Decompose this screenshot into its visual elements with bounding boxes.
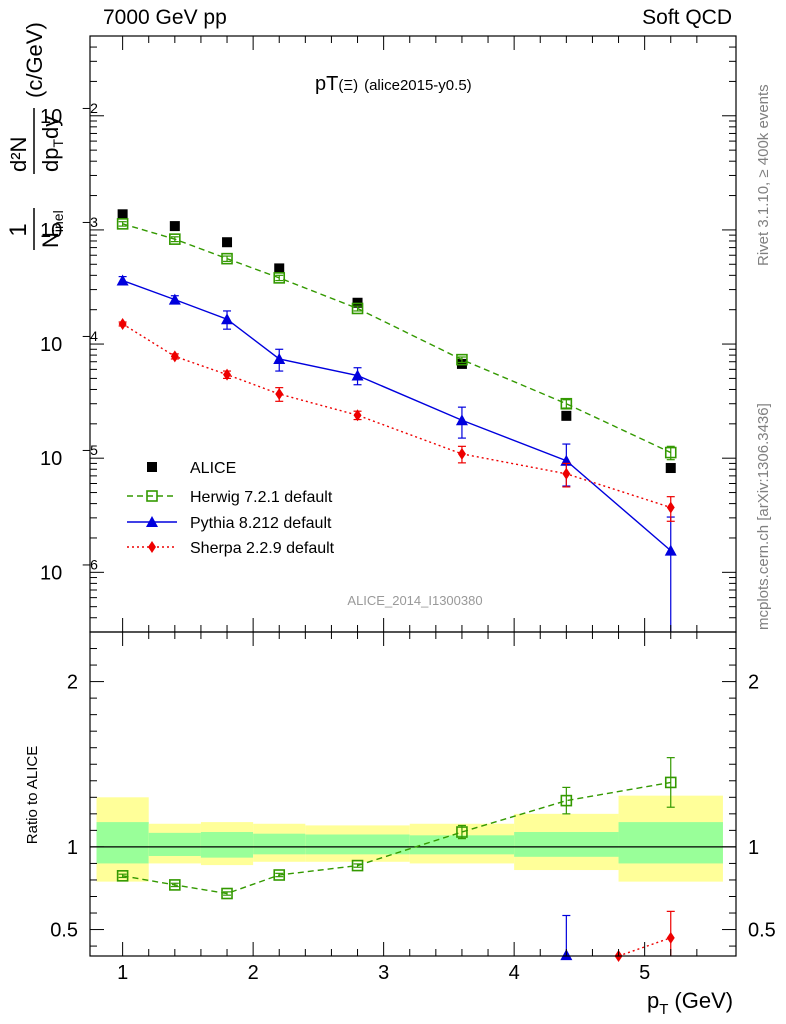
data-point xyxy=(457,447,466,460)
series-line xyxy=(122,781,671,895)
data-point xyxy=(666,501,675,514)
data-point xyxy=(146,490,158,502)
series-line xyxy=(122,279,672,552)
data-point xyxy=(169,879,181,891)
y-axis-label-d2n: d²N xyxy=(6,137,31,172)
x-tick-label: 2 xyxy=(248,962,259,984)
data-point xyxy=(169,221,180,232)
data-point xyxy=(274,263,285,274)
data-point xyxy=(456,353,468,366)
data-point xyxy=(456,826,468,838)
data-point xyxy=(351,859,364,872)
uncertainty-band-inner xyxy=(148,832,201,856)
rivet-version-label: Rivet 3.1.10, ≥ 400k events xyxy=(755,84,772,266)
data-point xyxy=(351,369,364,381)
data-point xyxy=(561,410,572,421)
x-axis-label-sub: T xyxy=(659,1001,668,1018)
uncertainty-band-inner xyxy=(253,833,306,855)
legend-label: Sherpa 2.2.9 default xyxy=(190,540,335,557)
ratio-y-tick-label: 1 xyxy=(67,837,78,859)
x-tick-label: 4 xyxy=(509,962,520,984)
x-tick-label: 3 xyxy=(378,962,389,984)
series-line xyxy=(618,937,671,957)
data-point xyxy=(117,209,128,220)
rivet-version-text: Rivet 3.1.10, ≥ 400k events xyxy=(755,84,772,266)
data-point xyxy=(146,516,158,527)
data-point xyxy=(562,467,571,480)
data-point xyxy=(455,414,468,426)
data-point xyxy=(116,274,129,286)
x-axis-label-unit: (GeV) xyxy=(674,988,733,1013)
y-axis-label-unit: (c/GeV) xyxy=(22,22,47,98)
data-point xyxy=(665,463,676,474)
mcplots-text: mcplots.cern.ch [arXiv:1306.3436] xyxy=(755,403,772,630)
data-point xyxy=(170,350,179,363)
y-axis-label-one: 1 xyxy=(5,223,32,236)
y-axis-label-dp-sub: T xyxy=(50,139,66,148)
data-point xyxy=(221,887,233,900)
main-panel: 10−210−310−410−510 −6pT(Ξ) (alice2015-y0.5… xyxy=(40,35,737,633)
ratio-y-tick-label-right: 2 xyxy=(748,672,759,694)
ratio-frame xyxy=(89,631,737,957)
chart-title: pT(Ξ) (alice2015-y0.5) xyxy=(315,73,472,95)
ratio-panel: 0.5 0.5 1 1 2 2 1 2 3 4 5 xyxy=(50,631,776,984)
ratio-y-tick-label-right: 0.5 xyxy=(748,920,776,942)
chart-title-symbol: (Ξ) xyxy=(338,77,358,94)
data-point xyxy=(560,397,573,410)
data-point xyxy=(666,931,675,944)
header-right: Soft QCD xyxy=(642,6,732,29)
x-tick-label: 1 xyxy=(117,962,128,984)
header-left: 7000 GeV pp xyxy=(103,6,227,29)
uncertainty-band-inner xyxy=(514,832,619,857)
data-point xyxy=(147,462,157,472)
data-point xyxy=(273,352,286,364)
data-point xyxy=(116,218,129,230)
uncertainty-band-inner xyxy=(200,832,254,858)
data-point xyxy=(223,368,232,381)
data-point xyxy=(116,870,129,882)
ratio-y-tick-label: 2 xyxy=(67,672,78,694)
data-point xyxy=(273,869,286,881)
legend-label: Herwig 7.2.1 default xyxy=(190,489,333,506)
data-point xyxy=(168,293,181,305)
y-axis-label-dp: dpTdy xyxy=(38,116,66,172)
uncertainty-band-inner xyxy=(96,822,149,864)
analysis-label: ALICE_2014_I1300380 xyxy=(347,593,482,608)
data-point xyxy=(275,388,284,401)
mcplots-label: mcplots.cern.ch [arXiv:1306.3436] xyxy=(755,403,772,630)
ratio-y-tick-label-right: 1 xyxy=(748,837,759,859)
data-point xyxy=(273,272,286,284)
main-frame xyxy=(89,35,737,633)
data-point xyxy=(664,544,677,556)
data-point xyxy=(169,233,181,245)
ratio-y-axis-label: Ratio to ALICE xyxy=(24,746,41,844)
data-point xyxy=(664,776,677,789)
data-point xyxy=(221,252,233,265)
y-axis-label-ninel-sub: inel xyxy=(50,210,66,232)
y-axis-label-dy: dy xyxy=(38,116,63,139)
uncertainty-band-inner xyxy=(618,822,723,864)
legend-label: Pythia 8.212 default xyxy=(190,515,332,532)
data-point xyxy=(351,302,364,315)
uncertainty-band-inner xyxy=(305,834,410,855)
x-axis-label: pT (GeV) xyxy=(647,988,733,1018)
data-point xyxy=(222,237,233,248)
ratio-y-tick-label: 0.5 xyxy=(50,920,78,942)
legend-label: ALICE xyxy=(190,460,236,477)
data-point xyxy=(664,446,677,459)
data-point xyxy=(148,541,156,553)
data-point xyxy=(221,313,234,325)
chart-title-tag: (alice2015-y0.5) xyxy=(364,77,472,94)
data-point xyxy=(353,409,362,422)
data-point xyxy=(118,317,127,330)
data-point xyxy=(560,794,573,807)
x-tick-label: 5 xyxy=(639,962,650,984)
series-line xyxy=(122,223,672,454)
series-line xyxy=(122,323,671,509)
